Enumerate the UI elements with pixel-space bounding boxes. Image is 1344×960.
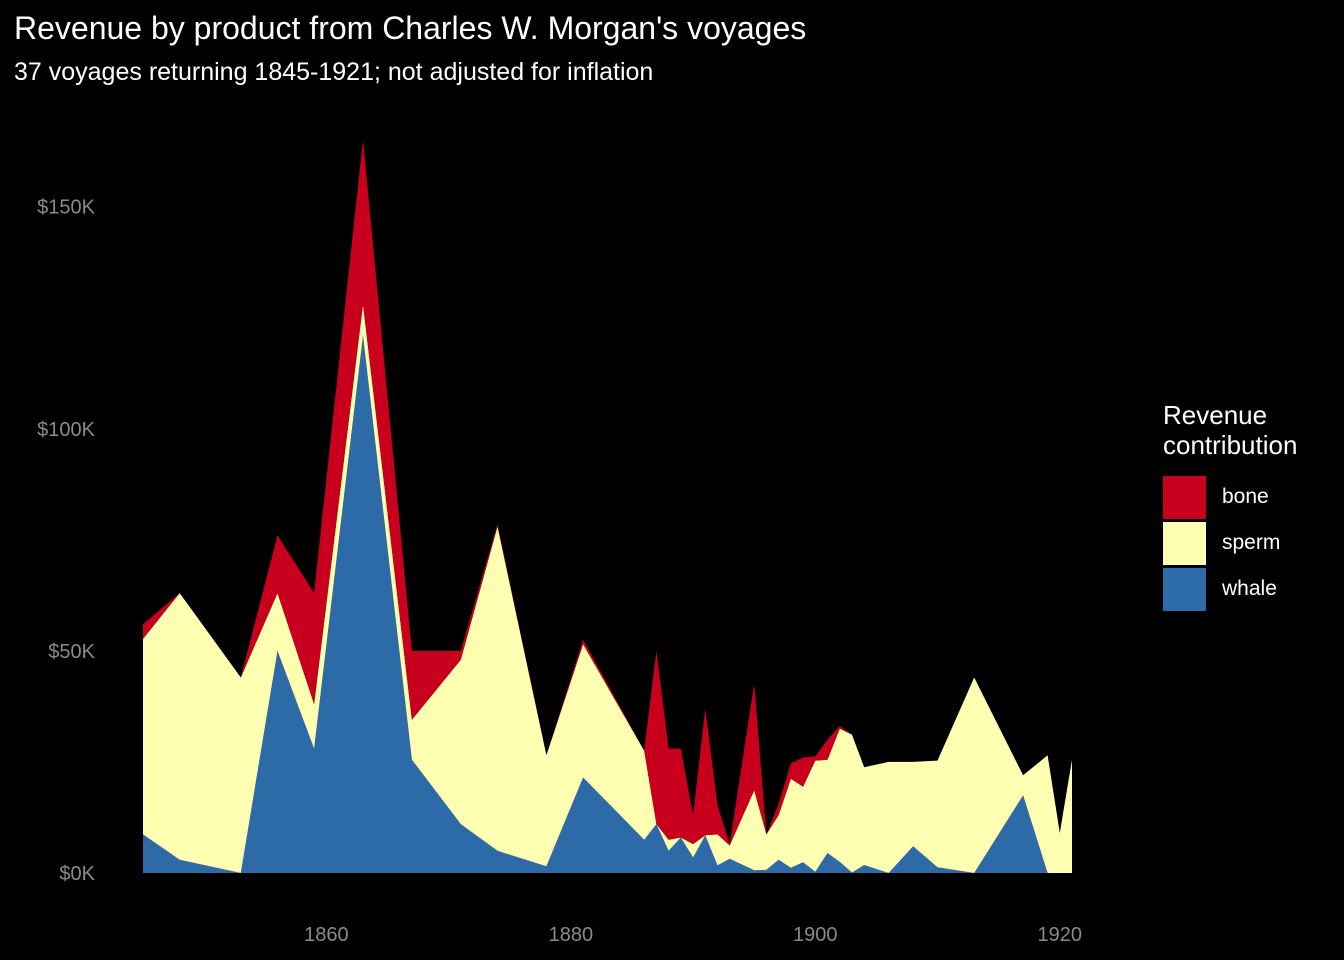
area-bone [143,140,1072,846]
chart-title: Revenue by product from Charles W. Morga… [14,10,807,46]
area-sperm [143,304,1072,873]
plot-area [143,140,1072,873]
x-axis: 1860 1880 1900 1920 [304,924,1082,946]
legend-label-bone: bone [1222,485,1269,508]
y-tick-label: $150K [37,197,95,219]
x-tick-label: 1880 [549,924,594,946]
legend-swatch-sperm [1163,521,1206,565]
legend-item-bone: bone [1163,474,1333,520]
y-axis: $0K $50K $100K $150K [37,197,95,885]
legend-swatch-bone [1163,475,1206,519]
chart-subtitle: 37 voyages returning 1845-1921; not adju… [14,58,654,86]
legend: Revenue contribution bone sperm whale [1163,400,1333,612]
x-tick-label: 1920 [1038,924,1083,946]
legend-item-whale: whale [1163,566,1333,612]
legend-swatch-whale [1163,567,1206,611]
x-tick-label: 1900 [793,924,838,946]
area-whale [143,335,1072,873]
y-tick-label: $0K [59,863,95,885]
legend-label-whale: whale [1222,577,1277,600]
y-tick-label: $50K [48,641,95,663]
y-tick-label: $100K [37,419,95,441]
legend-title: Revenue contribution [1163,400,1298,460]
legend-label-sperm: sperm [1222,531,1281,554]
legend-item-sperm: sperm [1163,520,1333,566]
x-tick-label: 1860 [304,924,349,946]
